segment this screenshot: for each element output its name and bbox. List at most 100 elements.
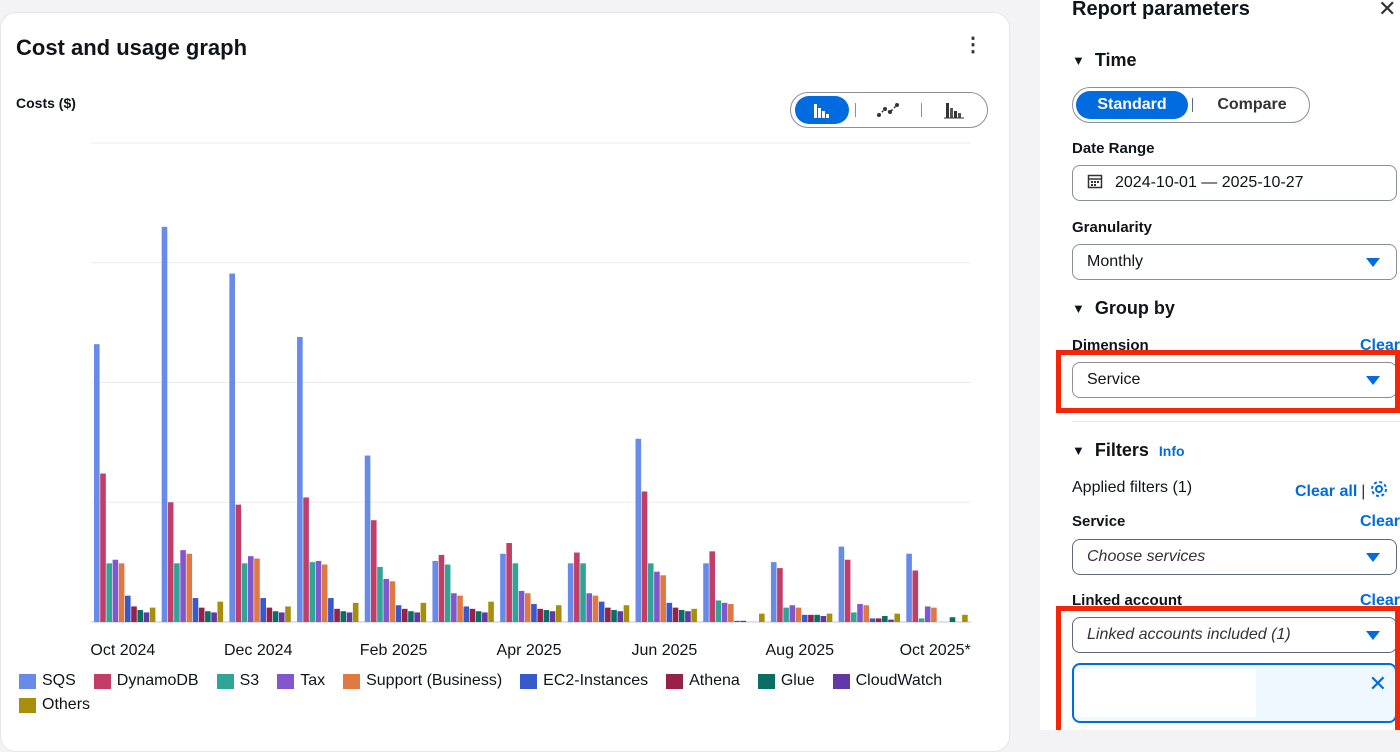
line-chart-icon[interactable] [861, 96, 915, 124]
bar-tax[interactable] [180, 550, 186, 622]
bar-s3[interactable] [174, 563, 180, 622]
bar-dynamodb[interactable] [777, 568, 783, 622]
bar-cloudwatch[interactable] [617, 611, 624, 622]
bar-athena[interactable] [808, 614, 814, 622]
bar-glue[interactable] [543, 610, 550, 622]
bar-athena[interactable] [401, 608, 408, 622]
bar-sqs[interactable] [838, 546, 845, 622]
bar-glue[interactable] [137, 610, 143, 622]
remove-token-icon[interactable]: ✕ [1368, 671, 1387, 696]
bar-dynamodb[interactable] [303, 497, 309, 622]
bar-tax[interactable] [518, 590, 525, 622]
bar-tax[interactable] [112, 559, 119, 622]
bar-support-business-[interactable] [592, 595, 599, 622]
bar-dynamodb[interactable] [912, 570, 919, 622]
bar-others[interactable] [217, 601, 224, 622]
bar-dynamodb[interactable] [574, 552, 580, 622]
bar-s3[interactable] [783, 607, 789, 622]
bar-s3[interactable] [512, 563, 519, 622]
legend-item-athena[interactable]: Athena [666, 671, 740, 691]
legend-item-cloudwatch[interactable]: CloudWatch [832, 671, 942, 691]
bar-ec2-instances[interactable] [328, 598, 334, 622]
filters-section-header[interactable]: ▼ Filters Info [1072, 440, 1185, 461]
bar-others[interactable] [555, 605, 562, 622]
linked-account-clear-link[interactable]: Clear [1359, 592, 1400, 609]
clear-all-link[interactable]: Clear all [1295, 482, 1358, 500]
dimension-clear-link[interactable]: Clear [1359, 337, 1400, 354]
bar-athena[interactable] [266, 607, 273, 622]
bar-cloudwatch[interactable] [211, 612, 217, 622]
bar-glue[interactable] [611, 610, 617, 622]
bar-chart-icon[interactable] [795, 96, 849, 124]
filters-info-link[interactable]: Info [1158, 442, 1185, 459]
bar-support-business-[interactable] [524, 593, 531, 622]
bar-ec2-instances[interactable] [125, 595, 131, 622]
bar-support-business-[interactable] [118, 563, 125, 622]
bar-support-business-[interactable] [931, 607, 937, 622]
group-by-section-header[interactable]: ▼ Group by [1072, 298, 1175, 319]
legend-item-s3[interactable]: S3 [216, 671, 259, 691]
settings-icon[interactable] [1369, 479, 1389, 504]
bar-ec2-instances[interactable] [531, 604, 537, 622]
bar-cloudwatch[interactable] [549, 611, 556, 622]
bar-athena[interactable] [198, 607, 205, 622]
bar-support-business-[interactable] [254, 558, 260, 622]
granularity-select[interactable]: Monthly [1072, 244, 1397, 280]
bar-others[interactable] [826, 613, 833, 622]
bar-glue[interactable] [340, 611, 347, 622]
bar-support-business-[interactable] [321, 564, 328, 622]
legend-item-sqs[interactable]: SQS [19, 671, 76, 691]
bar-athena[interactable] [672, 607, 679, 622]
bar-ec2-instances[interactable] [734, 620, 740, 622]
bar-dynamodb[interactable] [235, 504, 242, 622]
bar-others[interactable] [352, 602, 359, 622]
date-range-input[interactable]: 2024-10-01 — 2025-10-27 [1072, 165, 1397, 201]
bar-support-business-[interactable] [795, 607, 802, 622]
bar-dynamodb[interactable] [438, 554, 445, 622]
bar-s3[interactable] [106, 563, 112, 622]
bar-ec2-instances[interactable] [192, 598, 199, 622]
bar-dynamodb[interactable] [641, 491, 648, 622]
bar-others[interactable] [420, 602, 427, 622]
bar-sqs[interactable] [161, 226, 168, 622]
bar-ec2-instances[interactable] [666, 602, 673, 622]
bar-cloudwatch[interactable] [414, 612, 420, 622]
compare-button[interactable]: Compare [1217, 96, 1287, 113]
bar-tax[interactable] [654, 571, 660, 622]
bar-others[interactable] [894, 613, 901, 622]
bar-s3[interactable] [580, 563, 586, 622]
bar-glue[interactable] [408, 611, 414, 622]
bar-tax[interactable] [857, 604, 863, 622]
bar-cloudwatch[interactable] [685, 611, 691, 622]
legend-item-glue[interactable]: Glue [757, 671, 815, 691]
bar-ec2-instances[interactable] [869, 618, 876, 622]
bar-tax[interactable] [247, 556, 254, 622]
bar-dynamodb[interactable] [844, 559, 851, 622]
standard-button[interactable]: Standard [1076, 91, 1188, 119]
bar-dynamodb[interactable] [506, 542, 512, 622]
bar-glue[interactable] [949, 617, 956, 622]
legend-item-dynamodb[interactable]: DynamoDB [93, 671, 199, 691]
bar-dynamodb[interactable] [709, 551, 716, 622]
bar-dynamodb[interactable] [370, 520, 377, 622]
bar-tax[interactable] [315, 560, 322, 622]
service-clear-link[interactable]: Clear [1359, 513, 1400, 530]
bar-athena[interactable] [131, 606, 137, 622]
bar-tax[interactable] [721, 602, 728, 622]
bar-ec2-instances[interactable] [395, 605, 402, 622]
bar-glue[interactable] [814, 614, 820, 622]
bar-s3[interactable] [309, 562, 316, 622]
bar-s3[interactable] [715, 600, 722, 622]
bar-athena[interactable] [334, 608, 340, 622]
bar-sqs[interactable] [906, 553, 912, 622]
bar-s3[interactable] [444, 564, 451, 622]
bar-support-business-[interactable] [389, 581, 396, 622]
bar-cloudwatch[interactable] [482, 612, 488, 622]
bar-others[interactable] [149, 607, 156, 622]
bar-athena[interactable] [469, 608, 476, 622]
bar-support-business-[interactable] [863, 605, 870, 622]
bar-cloudwatch[interactable] [820, 616, 827, 622]
bar-ec2-instances[interactable] [260, 598, 266, 622]
bar-support-business-[interactable] [728, 604, 734, 622]
bar-cloudwatch[interactable] [346, 612, 353, 622]
